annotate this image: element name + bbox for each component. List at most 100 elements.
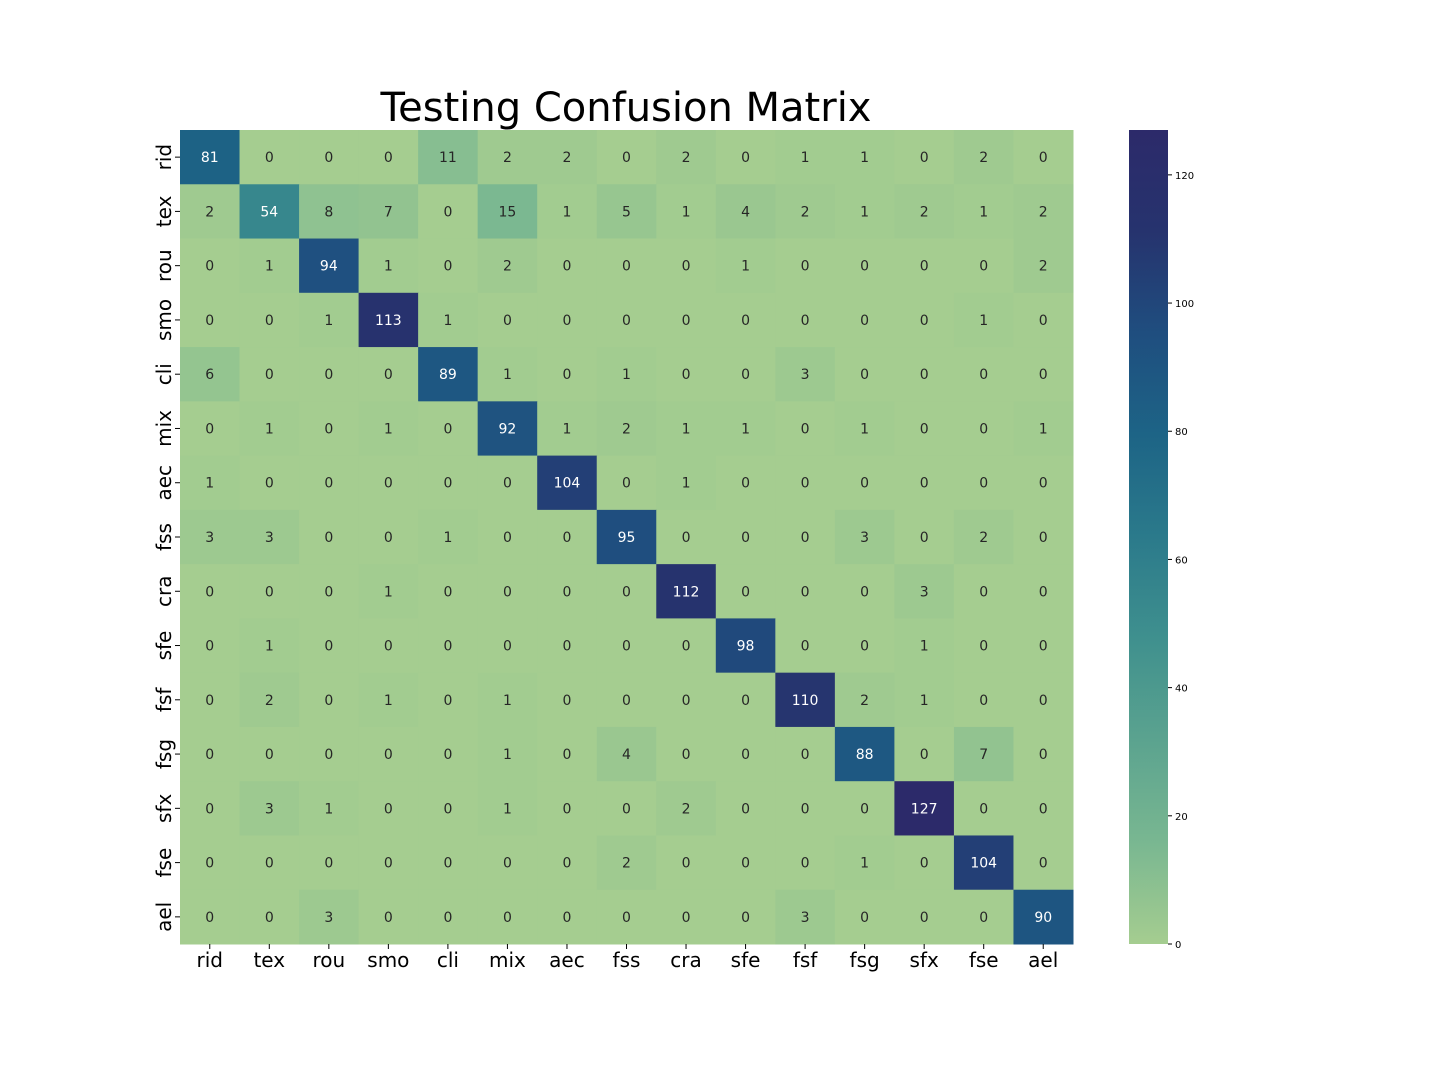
heatmap-cell bbox=[537, 238, 598, 294]
heatmap-cell bbox=[299, 781, 360, 836]
cell-value-label: 0 bbox=[682, 313, 691, 329]
heatmap-cell bbox=[239, 835, 300, 891]
heatmap-cell bbox=[775, 618, 836, 674]
heatmap-cell bbox=[894, 455, 955, 511]
y-tick-label: fsf bbox=[152, 687, 176, 712]
cell-value-label: 0 bbox=[920, 747, 929, 763]
cell-value-label: 0 bbox=[801, 313, 810, 329]
cell-value-label: 112 bbox=[673, 584, 700, 600]
cell-value-label: 2 bbox=[265, 693, 274, 709]
cell-value-label: 0 bbox=[622, 259, 631, 275]
cell-value-label: 0 bbox=[443, 693, 452, 709]
heatmap-cell bbox=[418, 564, 479, 619]
cell-value-label: 0 bbox=[920, 530, 929, 546]
cell-value-label: 3 bbox=[860, 530, 869, 546]
heatmap-cell bbox=[418, 292, 479, 348]
cell-value-label: 0 bbox=[205, 693, 214, 709]
x-tick-label: ael bbox=[1028, 948, 1058, 972]
heatmap-cell bbox=[834, 835, 895, 891]
heatmap-cell bbox=[537, 130, 598, 185]
heatmap-cell bbox=[715, 509, 776, 565]
cell-value-label: 2 bbox=[682, 150, 691, 166]
heatmap-cell bbox=[953, 726, 1014, 782]
colorbar-tick-label: 100 bbox=[1175, 299, 1194, 310]
heatmap-cell bbox=[656, 130, 717, 185]
heatmap-cell bbox=[537, 672, 598, 728]
cell-value-label: 2 bbox=[503, 259, 512, 275]
cell-value-label: 1 bbox=[503, 693, 512, 709]
cell-value-label: 0 bbox=[324, 747, 333, 763]
heatmap-cell bbox=[953, 889, 1014, 945]
heatmap-cell bbox=[358, 292, 419, 348]
heatmap-cell bbox=[953, 347, 1014, 402]
heatmap-cell bbox=[775, 564, 836, 619]
heatmap-cell bbox=[775, 835, 836, 891]
heatmap-cell bbox=[299, 726, 360, 782]
cell-value-label: 3 bbox=[265, 801, 274, 817]
cell-value-label: 1 bbox=[443, 530, 452, 546]
heatmap-cell bbox=[596, 238, 657, 294]
cell-value-label: 1 bbox=[384, 693, 393, 709]
heatmap-cell bbox=[953, 618, 1014, 674]
cell-value-label: 0 bbox=[741, 747, 750, 763]
x-tick-label: fss bbox=[613, 948, 641, 972]
cell-value-label: 0 bbox=[622, 150, 631, 166]
heatmap-cell bbox=[358, 347, 419, 402]
heatmap-cell bbox=[775, 401, 836, 457]
heatmap-cell bbox=[1013, 618, 1074, 674]
cell-value-label: 0 bbox=[741, 150, 750, 166]
cell-value-label: 0 bbox=[563, 530, 572, 546]
colorbar-ticks: 0 20 40 60 80 100 120 bbox=[1168, 171, 1194, 951]
heatmap-cell bbox=[418, 726, 479, 782]
cell-value-label: 1 bbox=[324, 801, 333, 817]
cell-value-label: 0 bbox=[622, 476, 631, 492]
cell-value-label: 0 bbox=[384, 476, 393, 492]
heatmap-cell bbox=[418, 672, 479, 728]
cell-value-label: 2 bbox=[1039, 259, 1048, 275]
cell-value-label: 0 bbox=[563, 801, 572, 817]
cell-value-label: 0 bbox=[563, 693, 572, 709]
cell-value-label: 0 bbox=[801, 421, 810, 437]
y-tick-label: fsg bbox=[152, 739, 176, 769]
heatmap-cell bbox=[894, 509, 955, 565]
cell-value-label: 1 bbox=[205, 476, 214, 492]
cell-value-label: 0 bbox=[384, 801, 393, 817]
cell-value-label: 1 bbox=[682, 421, 691, 437]
cell-value-label: 1 bbox=[622, 367, 631, 383]
heatmap-cell bbox=[656, 618, 717, 674]
heatmap-cell bbox=[358, 781, 419, 836]
cell-value-label: 0 bbox=[563, 639, 572, 655]
heatmap-cell bbox=[596, 401, 657, 457]
heatmap-cell bbox=[239, 184, 300, 240]
y-tick-label: fss bbox=[152, 523, 176, 551]
cell-value-label: 4 bbox=[741, 204, 750, 220]
heatmap-cell bbox=[299, 347, 360, 402]
cell-value-label: 95 bbox=[618, 530, 636, 546]
heatmap-cell bbox=[299, 401, 360, 457]
cell-value-label: 5 bbox=[622, 204, 631, 220]
heatmap-cell bbox=[239, 672, 300, 728]
cell-value-label: 0 bbox=[384, 639, 393, 655]
heatmap-cell bbox=[715, 781, 776, 836]
cell-value-label: 0 bbox=[205, 259, 214, 275]
cell-value-label: 0 bbox=[384, 530, 393, 546]
heatmap-cell bbox=[418, 184, 479, 240]
cell-value-label: 1 bbox=[1039, 421, 1048, 437]
x-tick-label: rid bbox=[197, 948, 223, 972]
heatmap-cell bbox=[596, 835, 657, 891]
cell-value-label: 0 bbox=[205, 584, 214, 600]
heatmap-cell bbox=[894, 401, 955, 457]
heatmap-cell bbox=[1013, 238, 1074, 294]
heatmap-cell bbox=[477, 889, 538, 945]
cell-value-label: 0 bbox=[1039, 856, 1048, 872]
cell-value-label: 0 bbox=[563, 856, 572, 872]
cell-value-label: 0 bbox=[265, 150, 274, 166]
heatmap-cell bbox=[715, 347, 776, 402]
cell-value-label: 0 bbox=[324, 150, 333, 166]
heatmap-cell bbox=[775, 130, 836, 185]
cell-value-label: 3 bbox=[920, 584, 929, 600]
heatmap-cell bbox=[834, 509, 895, 565]
cell-value-label: 1 bbox=[682, 204, 691, 220]
cell-value-label: 0 bbox=[920, 856, 929, 872]
cell-value-label: 0 bbox=[801, 584, 810, 600]
